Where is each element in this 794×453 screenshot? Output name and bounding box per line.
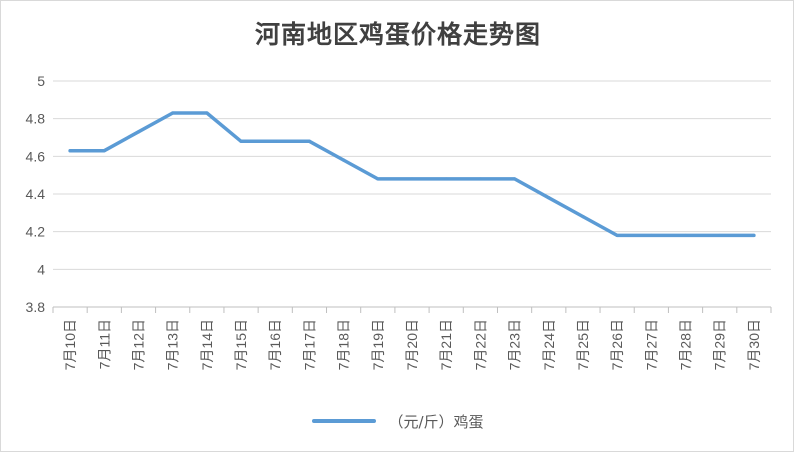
x-tick-label: 7月27日 bbox=[643, 319, 659, 370]
data-point bbox=[136, 130, 141, 134]
x-tick-label: 7月10日 bbox=[62, 319, 78, 370]
y-tick-label: 4.2 bbox=[26, 224, 46, 240]
legend-line-swatch bbox=[312, 419, 377, 423]
x-axis bbox=[52, 306, 772, 313]
data-point bbox=[102, 149, 106, 153]
x-tick-label: 7月26日 bbox=[609, 319, 625, 370]
data-point bbox=[683, 233, 688, 238]
data-point bbox=[239, 139, 243, 143]
x-tick-label: 7月23日 bbox=[507, 319, 523, 370]
y-tick-label: 4 bbox=[37, 261, 45, 277]
legend: （元/斤）鸡蛋 bbox=[1, 409, 794, 433]
gridlines bbox=[53, 80, 771, 270]
data-point bbox=[547, 196, 551, 200]
data-point bbox=[512, 177, 517, 181]
x-tick-label: 7月13日 bbox=[165, 319, 181, 370]
x-tick-label: 7月11日 bbox=[96, 319, 112, 369]
series-line bbox=[68, 111, 756, 238]
data-point bbox=[307, 139, 312, 143]
data-point bbox=[410, 177, 414, 181]
legend-label: （元/斤）鸡蛋 bbox=[388, 412, 484, 431]
x-tick-label: 7月14日 bbox=[199, 319, 215, 370]
data-point bbox=[273, 139, 277, 143]
data-point bbox=[649, 233, 653, 238]
x-tick-label: 7月18日 bbox=[336, 319, 352, 370]
x-axis-tick-labels: 7月10日 7月11日 7月12日 7月13日 7月14日 7月15日 7月16日 7月17日… bbox=[62, 319, 762, 370]
x-tick-label: 7月25日 bbox=[575, 319, 591, 370]
x-tick-label: 7月21日 bbox=[438, 319, 454, 370]
y-tick-label: 3.8 bbox=[26, 299, 46, 315]
data-point bbox=[752, 233, 756, 238]
x-tick-label: 7月24日 bbox=[541, 319, 557, 370]
x-tick-label: 7月28日 bbox=[678, 319, 694, 370]
data-point bbox=[68, 149, 72, 153]
x-tick-label: 7月20日 bbox=[404, 319, 420, 370]
y-tick-label: 4.8 bbox=[26, 111, 46, 127]
data-point bbox=[376, 177, 380, 181]
data-point bbox=[581, 215, 585, 219]
data-point bbox=[205, 111, 209, 115]
x-tick-label: 7月29日 bbox=[712, 319, 728, 370]
data-point bbox=[342, 158, 346, 162]
data-point bbox=[171, 111, 175, 115]
x-tick-label: 7月16日 bbox=[267, 319, 283, 370]
chart-title: 河南地区鸡蛋价格走势图 bbox=[254, 20, 541, 49]
data-point bbox=[444, 177, 448, 181]
y-tick-label: 5 bbox=[37, 73, 45, 89]
x-tick-label: 7月22日 bbox=[472, 319, 488, 370]
y-tick-label: 4.4 bbox=[26, 186, 46, 202]
x-tick-label: 7月19日 bbox=[370, 319, 386, 370]
x-tick-label: 7月12日 bbox=[130, 319, 146, 370]
data-point bbox=[718, 233, 722, 238]
data-point bbox=[478, 177, 482, 181]
series-group bbox=[68, 111, 756, 238]
x-tick-label: 7月17日 bbox=[301, 319, 317, 370]
x-tick-label: 7月30日 bbox=[746, 319, 762, 370]
data-point bbox=[615, 233, 619, 238]
x-tick-label: 7月15日 bbox=[233, 319, 249, 370]
y-tick-label: 4.6 bbox=[26, 148, 46, 164]
y-axis-tick-labels: 3.8 4 4.2 4.4 4.6 4.8 5 bbox=[26, 73, 46, 315]
